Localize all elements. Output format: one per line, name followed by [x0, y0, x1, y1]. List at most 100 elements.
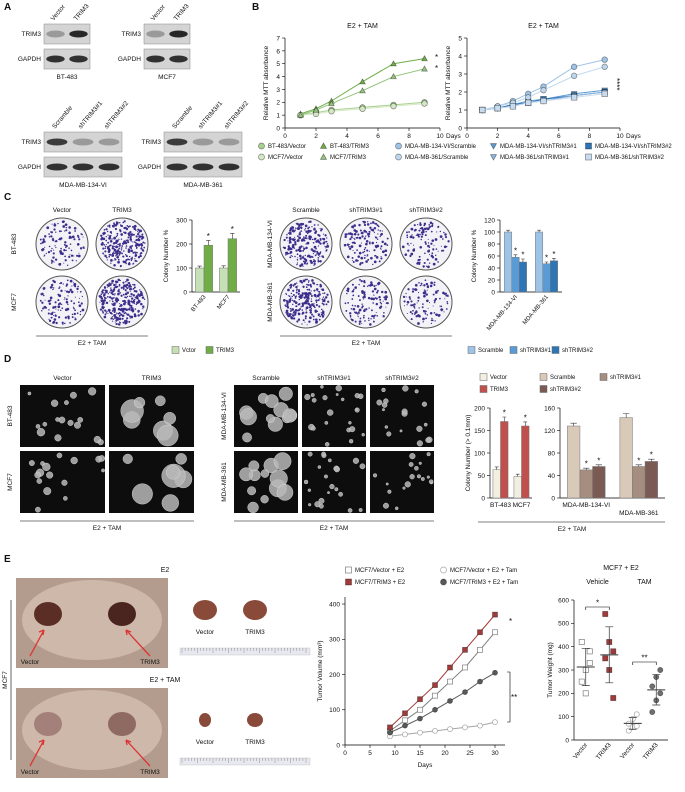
legend-label: MCF7/Vector + E2 — [355, 568, 405, 574]
colony — [47, 250, 51, 254]
sphere — [304, 393, 311, 401]
colony — [122, 287, 125, 290]
sphere — [133, 397, 146, 409]
colony — [379, 306, 381, 309]
colony — [102, 247, 105, 250]
colony — [423, 289, 426, 291]
colony — [374, 244, 378, 248]
colony — [417, 322, 420, 325]
colony — [350, 308, 353, 310]
arrow — [125, 739, 151, 767]
colony — [50, 317, 52, 319]
colony — [74, 317, 76, 319]
colony — [420, 238, 422, 241]
blot-strip — [43, 131, 123, 153]
colony — [138, 240, 140, 242]
colony — [112, 282, 114, 284]
colony — [135, 303, 138, 306]
colony — [318, 305, 321, 308]
colony — [371, 290, 375, 293]
colony — [120, 233, 124, 236]
colony — [309, 309, 311, 311]
colony — [353, 237, 355, 240]
legend-marker — [395, 153, 402, 161]
colony — [384, 249, 388, 253]
colony — [344, 302, 347, 305]
cell-line-label: MDA-MB-361 — [183, 182, 223, 189]
colony — [306, 263, 308, 265]
sphere — [334, 466, 340, 473]
colony — [327, 300, 330, 303]
blot-band — [146, 55, 165, 63]
colony — [316, 253, 318, 255]
colony — [424, 242, 427, 245]
legend-label: shTRIM3#2 — [550, 387, 582, 393]
colony — [425, 310, 427, 313]
colony — [318, 318, 321, 321]
colony — [52, 256, 55, 259]
data-point — [657, 667, 664, 673]
colony — [129, 231, 132, 234]
colony — [437, 289, 439, 292]
error-bar — [513, 254, 518, 258]
colony — [125, 301, 127, 304]
error-bar — [552, 258, 556, 261]
colony — [383, 296, 386, 299]
colony — [69, 243, 72, 245]
colony — [370, 297, 374, 301]
colony — [296, 222, 299, 226]
colony — [111, 293, 114, 296]
significance-bracket — [585, 606, 610, 610]
legend-label: MCF7/Vector — [268, 155, 303, 161]
colony — [300, 263, 304, 266]
legend-label: TRIM3 — [216, 348, 235, 354]
colony — [137, 293, 139, 296]
colony — [105, 256, 108, 259]
colony — [414, 307, 416, 309]
colony — [60, 289, 63, 293]
sphere — [385, 482, 389, 486]
colony — [357, 316, 359, 318]
colony — [314, 310, 318, 313]
sphere — [329, 483, 335, 490]
colony — [284, 251, 288, 255]
colony — [109, 239, 113, 243]
colony — [373, 287, 377, 291]
colony — [289, 285, 291, 287]
sphere — [36, 428, 46, 437]
y-axis-label: Colony Number (> 0.1mm) — [465, 415, 472, 492]
colony — [112, 225, 115, 228]
colony — [406, 242, 409, 245]
colony — [76, 291, 78, 293]
colony — [368, 242, 371, 245]
data-point — [447, 678, 453, 685]
colony — [354, 305, 357, 307]
colony — [126, 227, 129, 230]
colony — [382, 300, 384, 302]
colony — [139, 289, 141, 291]
colony — [421, 284, 423, 286]
colony — [109, 300, 111, 302]
colony — [285, 253, 287, 256]
colony — [320, 228, 323, 231]
y-tick-label: 0 — [336, 742, 340, 749]
colony — [349, 247, 352, 250]
colony — [321, 315, 325, 318]
colony — [410, 304, 413, 307]
significance-mark: **** — [612, 78, 621, 90]
y-tick-label: 100 — [474, 450, 485, 457]
colony — [44, 246, 46, 248]
colony — [41, 301, 44, 304]
colony — [322, 289, 325, 292]
colony — [68, 255, 71, 258]
colony — [99, 301, 101, 303]
colony — [71, 313, 74, 316]
colony — [381, 240, 384, 244]
sphere — [61, 479, 68, 486]
colony — [65, 284, 68, 287]
sphere — [428, 479, 434, 484]
data-point — [494, 105, 501, 112]
sphere — [310, 393, 315, 398]
colony — [108, 235, 112, 238]
colony — [320, 288, 322, 290]
